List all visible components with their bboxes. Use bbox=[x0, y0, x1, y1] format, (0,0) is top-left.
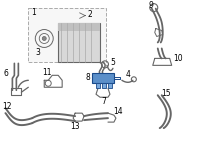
Text: 2: 2 bbox=[88, 10, 92, 19]
Bar bbox=[58, 22, 100, 31]
Text: 4: 4 bbox=[125, 70, 130, 79]
Text: 5: 5 bbox=[111, 58, 115, 67]
Text: 6: 6 bbox=[4, 69, 9, 78]
Text: 1: 1 bbox=[31, 8, 36, 17]
Text: 15: 15 bbox=[161, 89, 171, 98]
Text: 8: 8 bbox=[86, 73, 90, 82]
Text: 13: 13 bbox=[70, 122, 80, 131]
Text: 11: 11 bbox=[42, 68, 52, 77]
Bar bbox=[28, 8, 106, 62]
Text: 12: 12 bbox=[3, 102, 12, 111]
Bar bbox=[96, 83, 100, 88]
Text: 3: 3 bbox=[36, 48, 41, 57]
Text: 14: 14 bbox=[113, 107, 123, 116]
Circle shape bbox=[42, 36, 46, 40]
Text: 7: 7 bbox=[102, 97, 106, 106]
Bar bbox=[58, 22, 100, 62]
Bar bbox=[108, 83, 112, 88]
Text: 9: 9 bbox=[148, 1, 153, 10]
Bar bbox=[92, 73, 114, 83]
Text: 10: 10 bbox=[173, 54, 182, 63]
Bar bbox=[102, 83, 106, 88]
